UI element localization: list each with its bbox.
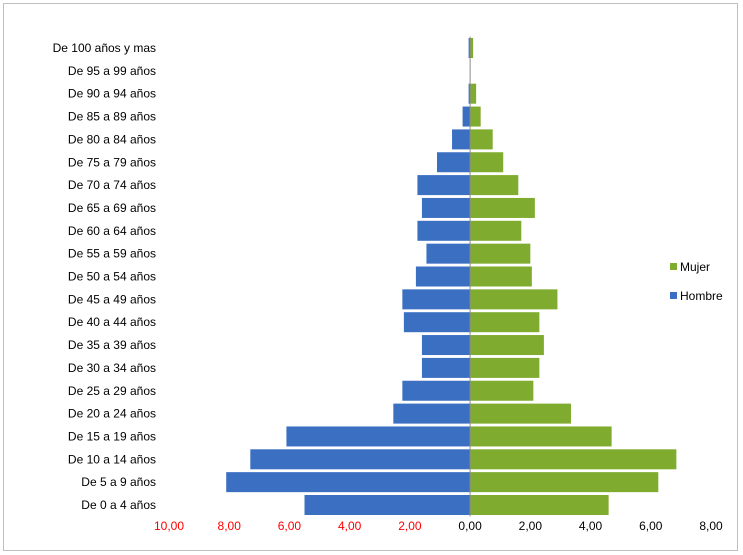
category-label: De 70 a 74 años bbox=[68, 178, 156, 192]
category-label: De 0 a 4 años bbox=[81, 498, 156, 512]
category-label: De 50 a 54 años bbox=[68, 270, 156, 284]
bar-mujer-0 bbox=[470, 495, 609, 515]
bar-hombre-2 bbox=[250, 449, 471, 470]
bar-mujer-16 bbox=[470, 129, 493, 150]
bar-hombre-17 bbox=[462, 106, 471, 127]
x-tick-label: 0,00 bbox=[458, 519, 482, 533]
bar-mujer-7 bbox=[470, 335, 544, 356]
category-label: De 55 a 59 años bbox=[68, 247, 156, 261]
bar-hombre-5 bbox=[402, 380, 471, 401]
bar-mujer-6 bbox=[470, 357, 540, 378]
bar-mujer-14 bbox=[470, 175, 519, 196]
bar-hombre-14 bbox=[417, 175, 471, 196]
category-label: De 60 a 64 años bbox=[68, 224, 156, 238]
bar-hombre-4 bbox=[393, 403, 471, 424]
category-label: De 25 a 29 años bbox=[68, 384, 156, 398]
bar-hombre-7 bbox=[421, 335, 471, 356]
x-tick-label: 8,00 bbox=[218, 519, 242, 533]
category-label: De 65 a 69 años bbox=[68, 201, 156, 215]
category-label: De 20 a 24 años bbox=[68, 407, 156, 421]
bar-mujer-20 bbox=[470, 38, 474, 58]
bar-mujer-11 bbox=[470, 243, 531, 264]
bar-mujer-17 bbox=[470, 106, 481, 127]
bar-hombre-3 bbox=[286, 426, 471, 447]
bar-hombre-12 bbox=[417, 220, 471, 241]
bar-hombre-16 bbox=[452, 129, 471, 150]
bar-mujer-5 bbox=[470, 380, 534, 401]
x-tick-labels: 10,00 8,00 6,00 4,00 2,00 0,00 2,00 4,00 6,00 8,0… bbox=[154, 519, 723, 533]
population-pyramid-chart: De 0 a 4 años De 5 a 9 años De 10 a 14 año… bbox=[53, 36, 723, 533]
category-label: De 85 a 89 años bbox=[68, 110, 156, 124]
bar-hombre-11 bbox=[426, 243, 471, 264]
bar-mujer-10 bbox=[470, 266, 532, 287]
x-tick-label: 6,00 bbox=[278, 519, 302, 533]
bar-mujer-9 bbox=[470, 289, 558, 310]
bar-mujer-13 bbox=[470, 197, 535, 218]
bar-mujer-18 bbox=[470, 83, 477, 104]
legend-label-mujer: Mujer bbox=[680, 260, 710, 274]
bar-hombre-15 bbox=[436, 152, 471, 173]
bar-mujer-12 bbox=[470, 220, 522, 241]
chart-frame: De 0 a 4 años De 5 a 9 años De 10 a 14 año… bbox=[3, 3, 738, 551]
category-label: De 95 a 99 años bbox=[68, 64, 156, 78]
legend: Mujer Hombre bbox=[670, 260, 723, 303]
category-label: De 30 a 34 años bbox=[68, 361, 156, 375]
bar-hombre-9 bbox=[402, 289, 471, 310]
category-label: De 90 a 94 años bbox=[68, 87, 156, 101]
bar-hombre-13 bbox=[421, 197, 471, 218]
category-label: De 5 a 9 años bbox=[81, 475, 156, 489]
bar-mujer-2 bbox=[470, 449, 677, 470]
x-tick-label: 2,00 bbox=[398, 519, 422, 533]
category-label: De 45 a 49 años bbox=[68, 292, 156, 306]
category-label: De 40 a 44 años bbox=[68, 315, 156, 329]
bar-mujer-15 bbox=[470, 152, 504, 173]
legend-swatch-hombre bbox=[670, 292, 677, 299]
bar-hombre-8 bbox=[403, 312, 471, 333]
legend-swatch-mujer bbox=[670, 263, 677, 270]
bar-hombre-10 bbox=[415, 266, 471, 287]
x-tick-label: 4,00 bbox=[338, 519, 362, 533]
category-label: De 80 a 84 años bbox=[68, 132, 156, 146]
category-labels: De 0 a 4 años De 5 a 9 años De 10 a 14 año… bbox=[53, 41, 156, 512]
x-tick-label: 6,00 bbox=[639, 519, 663, 533]
bar-hombre-0 bbox=[304, 495, 471, 515]
category-label: De 10 a 14 años bbox=[68, 452, 156, 466]
bar-hombre-1 bbox=[226, 472, 471, 493]
category-label: De 100 años y mas bbox=[53, 41, 156, 55]
x-tick-label: 10,00 bbox=[154, 519, 184, 533]
x-tick-label: 8,00 bbox=[699, 519, 723, 533]
bar-mujer-4 bbox=[470, 403, 571, 424]
bar-mujer-3 bbox=[470, 426, 612, 447]
bars-layer bbox=[226, 38, 677, 515]
bar-hombre-20 bbox=[468, 38, 471, 58]
x-tick-label: 4,00 bbox=[579, 519, 603, 533]
bar-hombre-6 bbox=[421, 357, 471, 378]
bar-hombre-18 bbox=[468, 83, 471, 104]
category-label: De 15 a 19 años bbox=[68, 429, 156, 443]
bar-mujer-1 bbox=[470, 472, 659, 493]
legend-label-hombre: Hombre bbox=[680, 289, 723, 303]
bar-mujer-8 bbox=[470, 312, 540, 333]
category-label: De 75 a 79 años bbox=[68, 155, 156, 169]
x-tick-label: 2,00 bbox=[519, 519, 543, 533]
category-label: De 35 a 39 años bbox=[68, 338, 156, 352]
